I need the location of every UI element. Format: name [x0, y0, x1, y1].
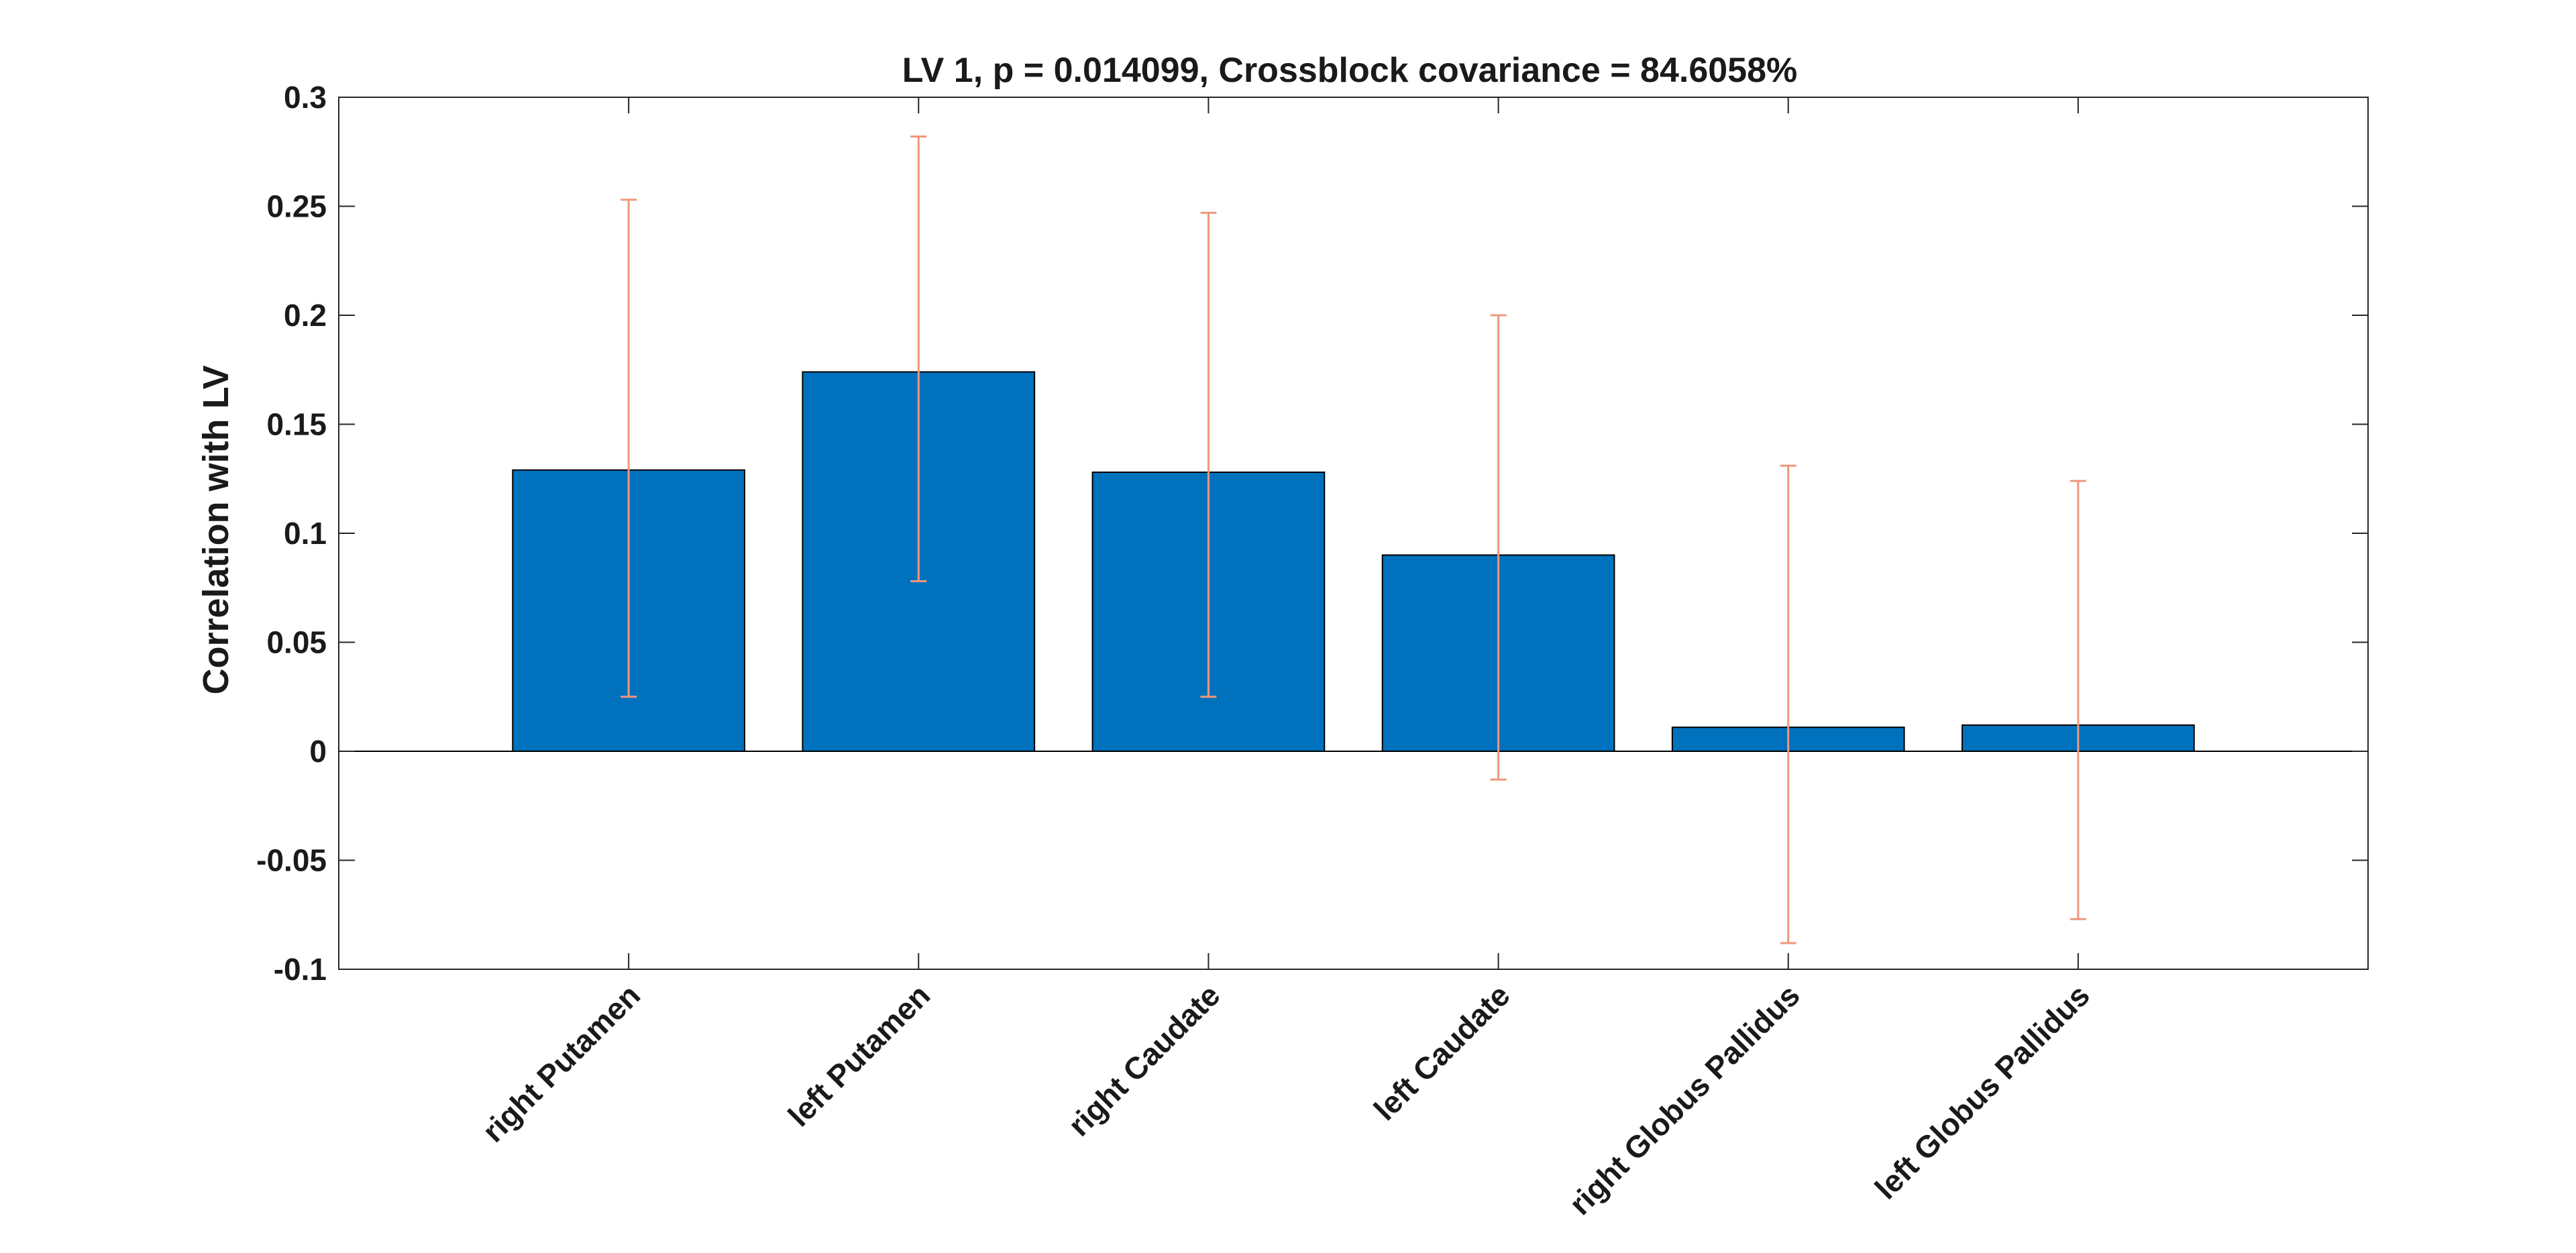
y-tick-label-4: 0.1 — [284, 516, 327, 551]
y-tick-label-7: 0.25 — [266, 189, 327, 224]
x-tick-label-2: right Caudate — [1061, 977, 1226, 1142]
x-tick-label-0: right Putamen — [476, 977, 647, 1148]
y-tick-label-0: -0.1 — [274, 952, 327, 987]
y-axis-label: Correlation with LV — [196, 365, 236, 694]
x-tick-label-1: left Putamen — [781, 977, 936, 1133]
chart-title: LV 1, p = 0.014099, Crossblock covarianc… — [902, 51, 1798, 90]
x-tick-label-3: left Caudate — [1367, 977, 1517, 1127]
y-tick-label-8: 0.3 — [284, 80, 327, 115]
y-tick-label-5: 0.15 — [266, 407, 327, 442]
y-tick-label-1: -0.05 — [256, 843, 327, 878]
y-tick-label-2: 0 — [309, 734, 327, 769]
y-tick-label-3: 0.05 — [266, 625, 327, 660]
x-tick-label-4: right Globus Pallidus — [1562, 977, 1807, 1221]
y-tick-label-6: 0.2 — [284, 298, 327, 333]
x-tick-label-5: left Globus Pallidus — [1868, 977, 2096, 1205]
plot-area: -0.1 -0.05 0 0.05 0.1 0.15 0.2 0.25 0.3 right Put… — [256, 80, 2369, 1221]
